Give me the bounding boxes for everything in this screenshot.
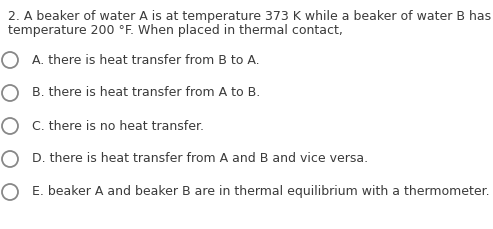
Text: temperature 200 °F. When placed in thermal contact,: temperature 200 °F. When placed in therm… (8, 24, 343, 37)
Text: E. beaker A and beaker B are in thermal equilibrium with a thermometer.: E. beaker A and beaker B are in thermal … (32, 185, 490, 199)
Text: 2. A beaker of water A is at temperature 373 K while a beaker of water B has: 2. A beaker of water A is at temperature… (8, 10, 491, 23)
Text: A. there is heat transfer from B to A.: A. there is heat transfer from B to A. (32, 54, 260, 66)
Text: C. there is no heat transfer.: C. there is no heat transfer. (32, 120, 204, 133)
Text: D. there is heat transfer from A and B and vice versa.: D. there is heat transfer from A and B a… (32, 153, 368, 166)
Text: B. there is heat transfer from A to B.: B. there is heat transfer from A to B. (32, 87, 260, 99)
